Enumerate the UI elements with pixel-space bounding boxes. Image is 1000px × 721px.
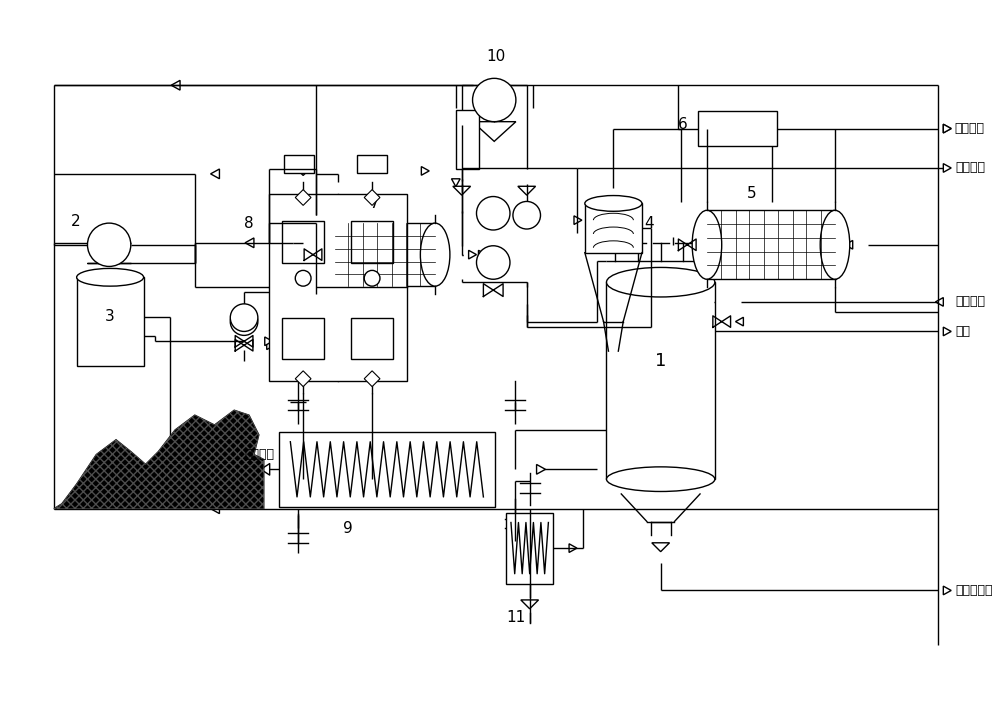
Polygon shape: [521, 600, 539, 609]
Polygon shape: [845, 240, 853, 249]
Polygon shape: [294, 167, 312, 175]
Circle shape: [230, 308, 258, 335]
Polygon shape: [265, 337, 273, 345]
Polygon shape: [473, 122, 516, 141]
Polygon shape: [211, 504, 219, 513]
Bar: [335, 223, 435, 286]
Bar: [351, 221, 393, 262]
Polygon shape: [518, 186, 536, 195]
Bar: [279, 432, 495, 507]
Ellipse shape: [692, 211, 722, 279]
Bar: [351, 318, 393, 359]
Ellipse shape: [585, 195, 642, 211]
Polygon shape: [267, 341, 275, 350]
Ellipse shape: [820, 211, 850, 279]
Bar: [282, 318, 324, 359]
Ellipse shape: [606, 267, 715, 297]
Ellipse shape: [320, 223, 349, 286]
Polygon shape: [736, 317, 743, 326]
Circle shape: [295, 270, 311, 286]
Bar: [269, 193, 407, 381]
Text: 1: 1: [655, 352, 666, 370]
Text: 7: 7: [370, 196, 380, 211]
Polygon shape: [537, 464, 545, 474]
Polygon shape: [54, 410, 264, 509]
Bar: [282, 221, 324, 262]
Text: 9: 9: [343, 521, 352, 536]
Polygon shape: [364, 190, 380, 205]
Bar: [707, 211, 836, 279]
Text: 尾气排放: 尾气排放: [954, 122, 984, 135]
Polygon shape: [943, 124, 951, 133]
Polygon shape: [569, 544, 577, 552]
Polygon shape: [421, 167, 429, 175]
Text: 冷凝水排放: 冷凝水排放: [955, 584, 993, 597]
Polygon shape: [652, 543, 670, 552]
Polygon shape: [943, 586, 951, 595]
Text: 11: 11: [506, 609, 526, 624]
Circle shape: [476, 246, 510, 279]
Polygon shape: [943, 124, 951, 133]
Polygon shape: [478, 250, 486, 259]
Text: 4: 4: [644, 216, 654, 231]
Bar: [585, 203, 642, 252]
Bar: [456, 110, 479, 169]
Bar: [284, 155, 314, 173]
Polygon shape: [245, 238, 254, 248]
Text: 8: 8: [244, 216, 254, 231]
Text: 排渣: 排渣: [955, 325, 970, 338]
Polygon shape: [364, 371, 380, 386]
Circle shape: [473, 79, 516, 122]
Ellipse shape: [77, 268, 144, 286]
Text: 5: 5: [746, 186, 756, 201]
Polygon shape: [238, 464, 247, 474]
Polygon shape: [453, 186, 471, 195]
Polygon shape: [171, 80, 180, 90]
Circle shape: [87, 223, 131, 267]
Text: 3: 3: [105, 309, 115, 324]
Text: 有机固废: 有机固废: [244, 448, 274, 461]
Polygon shape: [231, 450, 239, 459]
Ellipse shape: [420, 223, 450, 286]
Polygon shape: [295, 371, 311, 386]
Circle shape: [513, 201, 541, 229]
Polygon shape: [943, 164, 951, 172]
Polygon shape: [295, 190, 311, 205]
Text: 10: 10: [487, 49, 506, 64]
Bar: [77, 278, 144, 366]
Polygon shape: [469, 250, 476, 259]
Polygon shape: [574, 216, 582, 224]
Bar: [698, 111, 777, 146]
Bar: [357, 155, 387, 173]
Text: 6: 6: [677, 117, 687, 132]
Polygon shape: [451, 179, 460, 187]
Circle shape: [364, 270, 380, 286]
Polygon shape: [935, 298, 943, 306]
Bar: [506, 513, 553, 583]
Text: 辅助物料: 辅助物料: [955, 296, 985, 309]
Polygon shape: [943, 327, 951, 336]
Polygon shape: [312, 205, 320, 213]
Text: 2: 2: [71, 213, 80, 229]
Ellipse shape: [606, 467, 715, 492]
Polygon shape: [211, 169, 219, 179]
Circle shape: [230, 304, 258, 332]
Text: 粉尘收集: 粉尘收集: [955, 162, 985, 174]
Circle shape: [476, 197, 510, 230]
Bar: [606, 282, 715, 479]
